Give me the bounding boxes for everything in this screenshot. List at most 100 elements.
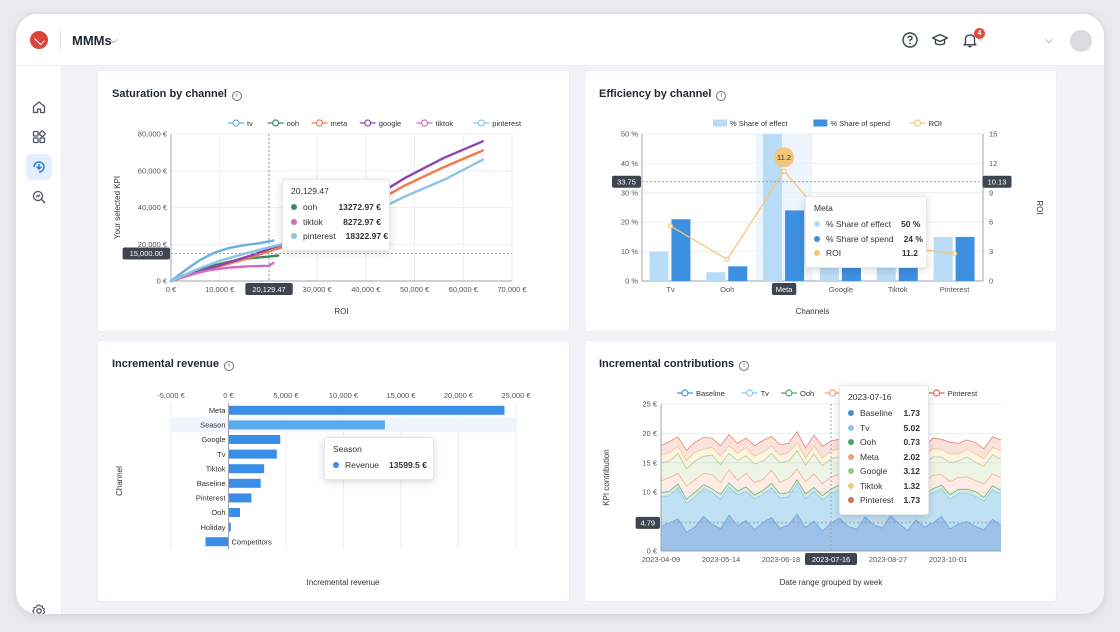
bar-baseline [228,478,261,488]
tooltip-dot [291,233,297,240]
y-tick-label: 0 € [157,277,168,286]
y-tick-label: 10 % [621,247,638,256]
legend-symbol [813,119,828,127]
roi-point [724,256,730,263]
tooltip-label: ROI [826,248,842,259]
brand-logo[interactable] [30,31,48,49]
y-right-tick-label: 12 [989,159,997,168]
tooltip-value: 11.2 [901,248,918,259]
x-tick-label: -5,000 € [157,391,185,400]
crosshair-label: 4.79 [640,519,655,528]
y-tick-label: 0 % [625,277,638,286]
legend-label: ROI [929,119,942,128]
tooltip-label: Google [860,466,888,477]
app-title[interactable]: MMMs [72,33,112,48]
tooltip-label: ooh [303,202,318,213]
legend-label: tiktok [436,119,454,128]
sidebar-item-home[interactable] [26,94,52,120]
y-axis-label: Your selected KPI [113,176,122,239]
x-axis-label: Incremental revenue [307,578,380,587]
category-label: Pinterest [196,494,227,503]
bar-ooh [228,508,240,517]
tooltip-header: 2023-07-16 [848,392,892,402]
mmm-icon [33,161,45,173]
info-icon[interactable]: i [739,361,750,371]
tooltip-dot [333,462,339,469]
tooltip-label: % Share of spend [826,233,894,244]
y-tick-label: 50 % [621,130,638,139]
x-tick-label: 50,000 € [400,285,430,294]
tooltip-value: 1.73 [903,408,920,419]
x-axis-label: Date range grouped by week [780,578,884,587]
tooltip-dot [848,497,854,504]
tooltip-value: 3.12 [903,466,920,477]
series-line-tiktok [169,261,275,283]
crosshair-label-bg [245,283,293,295]
info-icon[interactable]: i [231,91,242,101]
x-tick-label: 10,000 € [205,285,235,294]
user-menu-chevron-icon[interactable]: ⌵ [1045,35,1053,46]
chevron-down-icon[interactable]: ⌵ [110,35,118,46]
x-axis-label: Channels [796,307,830,316]
x-tick-label: 2023-08-27 [869,555,907,564]
bar-share-of-spend [728,266,748,281]
bar-share-of-effect [706,272,726,281]
info-icon[interactable]: i [224,361,234,371]
crosshair-label-bg [635,516,660,529]
y-tick-label: 10 € [642,488,657,497]
x-tick-label: 10,000 € [329,391,359,400]
legend-symbol [785,389,793,397]
avatar[interactable] [1070,30,1092,52]
tooltip-dot [848,482,854,489]
x-axis-label: ROI [334,307,348,316]
tooltip-dot [848,424,854,431]
tooltip-row: ooh 13272.97 € [291,200,381,215]
tooltip-row: Tv 5.02 [848,421,920,436]
crosshair-label: 33.75 [617,178,636,187]
card-title: Incremental revenue i [112,358,234,371]
sidebar-item-dashboard[interactable] [26,124,52,150]
legend-symbol [914,119,922,127]
legend-label: pinterest [492,119,522,128]
sidebar-item-settings[interactable] [26,598,52,614]
help-circle-icon[interactable] [901,31,919,49]
crosshair-label: 2023-07-16 [812,555,850,564]
x-tick-label: 25,000 € [501,391,531,400]
legend-label: tv [247,119,253,128]
app-window: MMMs ⌵ 4 ⌵ [16,14,1104,614]
tooltip-row: Meta 2.02 [848,450,920,465]
tooltip-row: tiktok 8272.97 € [291,215,381,230]
tooltip-value: 1.32 [903,480,920,491]
tooltip-row: Google 3.12 [848,464,920,479]
legend-label: % Share of effect [730,119,788,128]
y-tick-label: 60,000 € [138,166,168,175]
legend-symbol [272,119,280,127]
graduation-cap-icon[interactable] [931,31,949,49]
crosshair-label-bg [612,175,641,188]
x-tick-label: Ooh [720,285,734,294]
bar-pinterest [228,493,252,503]
dashboard-icon [32,130,46,144]
sidebar-item-mmm[interactable] [26,154,52,180]
tooltip-header: Season [333,444,362,454]
legend-label: Baseline [696,389,725,398]
x-tick-label: 2023-06-18 [762,555,800,564]
x-tick-label: Pinterest [940,285,971,294]
category-label: Season [200,421,225,430]
sidebar-item-analysis[interactable] [26,184,52,210]
tooltip-row: Ooh 0.73 [848,435,920,450]
bar-holiday [228,522,231,532]
info-icon[interactable]: i [716,91,727,101]
incremental-revenue-card: Incremental revenue i -5,000 €0 €5,000 €1… [97,340,570,602]
tooltip-label: tiktok [303,216,323,227]
bell-icon[interactable] [961,31,979,49]
sidebar [16,66,62,614]
bar-tv [228,449,277,459]
y-tick-label: 0 € [647,547,658,556]
series-line-tv [169,239,275,283]
tooltip-row: % Share of spend 24 % [814,232,923,247]
bar-tiktok [228,464,265,474]
saturation-card: Saturation by channel i 0 € 20,000 € 40,000… [97,70,570,332]
tooltip-header: Meta [814,203,833,213]
x-tick-label: 15,000 € [386,391,416,400]
